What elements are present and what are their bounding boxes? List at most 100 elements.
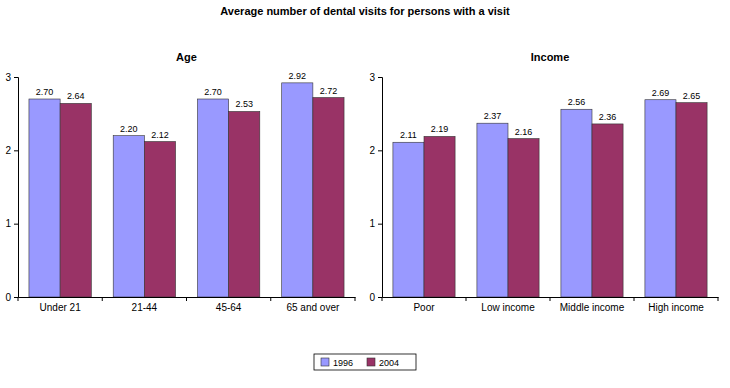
category-separator: [718, 297, 719, 301]
x-tick-label: Under 21: [40, 302, 82, 313]
y-tick: 2: [369, 145, 382, 156]
y-tick-label: 0: [369, 292, 375, 303]
y-axis: 0 1 2 3: [369, 72, 382, 303]
x-tick: 21-44: [132, 297, 158, 313]
category-separator: [102, 297, 103, 301]
legend: 1996 2004: [314, 354, 416, 370]
category-separator: [270, 297, 271, 301]
y-tick-mark: [14, 77, 18, 78]
bar: [282, 83, 313, 297]
data-label: 2.65: [683, 91, 701, 101]
legend-swatch: [367, 358, 375, 366]
panel: Income 2.11 2.37 2.56 2.69 2.19 2.16 2.36 2.65 0 1…: [369, 51, 718, 313]
x-tick: High income: [648, 297, 704, 313]
y-tick-mark: [378, 150, 382, 151]
legend-swatch: [321, 358, 329, 366]
y-tick-label: 2: [369, 145, 375, 156]
data-label: 2.11: [400, 130, 417, 140]
x-tick: Middle income: [560, 297, 625, 313]
y-tick-label: 2: [5, 145, 11, 156]
y-tick-mark: [14, 224, 18, 225]
bars: [29, 83, 344, 297]
data-label: 2.12: [151, 130, 169, 140]
y-axis-line: [378, 78, 383, 298]
category-separator: [634, 297, 635, 301]
category-separator: [18, 297, 19, 301]
bar: [508, 139, 539, 297]
x-tick-label: High income: [648, 302, 704, 313]
x-tick: 45-64: [216, 297, 242, 313]
y-axis-line: [14, 78, 19, 298]
x-tick-label: 45-64: [216, 302, 242, 313]
bar: [60, 103, 91, 297]
category-separator: [550, 297, 551, 301]
bar: [144, 142, 175, 297]
main-title: Average number of dental visits for pers…: [220, 5, 510, 17]
bar: [29, 99, 60, 297]
y-tick: 0: [5, 292, 18, 303]
x-axis: Poor Low income Middle income High income: [383, 297, 719, 313]
y-tick-mark: [378, 77, 382, 78]
bar: [676, 103, 707, 297]
x-tick: 65 and over: [286, 297, 339, 313]
x-tick-label: Low income: [481, 302, 535, 313]
chart: Average number of dental visits for pers…: [0, 0, 730, 388]
y-axis: 0 1 2 3: [5, 72, 18, 303]
data-label: 2.16: [515, 127, 533, 137]
data-labels: 2.11 2.37 2.56 2.69 2.19 2.16 2.36 2.65: [400, 88, 700, 141]
panel-title: Age: [176, 51, 197, 63]
y-tick: 0: [369, 292, 382, 303]
data-label: 2.19: [431, 124, 449, 134]
x-tick-label: 65 and over: [286, 302, 339, 313]
y-tick: 2: [5, 145, 18, 156]
x-tick: Low income: [481, 297, 535, 313]
legend-label: 1996: [333, 358, 353, 368]
data-label: 2.70: [36, 87, 54, 97]
data-label: 2.56: [568, 97, 586, 107]
data-label: 2.20: [120, 124, 138, 134]
data-label: 2.72: [320, 86, 338, 96]
category-separator: [355, 297, 356, 301]
y-tick-mark: [378, 224, 382, 225]
legend-box: [314, 354, 416, 370]
x-tick-label: 21-44: [132, 302, 158, 313]
panel: Age2.702.202.702.922.642.122.532.720123U…: [5, 51, 355, 313]
bar: [229, 111, 260, 297]
bars: [393, 100, 707, 297]
y-tick: 3: [369, 72, 382, 83]
x-axis: Under 21 21-44 45-64 65 and over: [19, 297, 356, 313]
y-tick-label: 1: [5, 218, 11, 229]
bar: [313, 98, 344, 297]
y-tick: 1: [5, 218, 18, 229]
y-tick-label: 3: [5, 72, 11, 83]
bar: [592, 124, 623, 297]
category-separator: [466, 297, 467, 301]
bar: [561, 109, 592, 297]
data-label: 2.92: [289, 71, 307, 81]
bar: [477, 123, 508, 297]
data-label: 2.70: [204, 87, 222, 97]
bar: [197, 99, 228, 297]
y-tick-label: 1: [369, 218, 375, 229]
category-separator: [382, 297, 383, 301]
y-tick-label: 3: [369, 72, 375, 83]
data-label: 2.53: [235, 99, 253, 109]
y-tick-mark: [14, 297, 18, 298]
legend-label: 2004: [379, 358, 399, 368]
bar: [393, 142, 424, 297]
y-tick: 3: [5, 72, 18, 83]
data-label: 2.37: [484, 111, 502, 121]
data-labels: 2.702.202.702.922.642.122.532.72: [36, 71, 337, 140]
x-tick: Under 21: [40, 297, 82, 313]
data-label: 2.69: [652, 88, 670, 98]
bar: [424, 136, 455, 297]
category-separator: [186, 297, 187, 301]
y-tick-mark: [378, 297, 382, 298]
data-label: 2.36: [599, 112, 617, 122]
y-tick-mark: [14, 150, 18, 151]
bar: [645, 100, 676, 297]
y-tick-label: 0: [5, 292, 11, 303]
x-tick-label: Middle income: [560, 302, 625, 313]
panel-title: Income: [531, 51, 570, 63]
x-tick: Poor: [413, 297, 435, 313]
